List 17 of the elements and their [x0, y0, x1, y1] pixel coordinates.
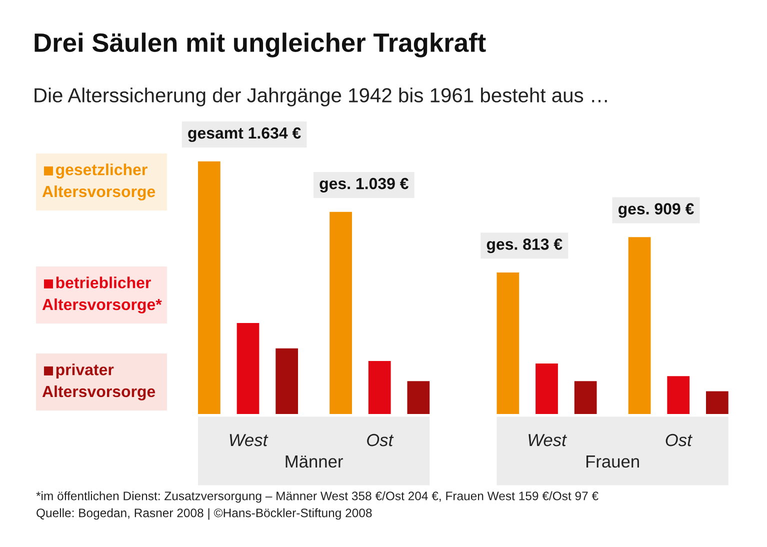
annotation: ges. 909 €	[618, 203, 694, 218]
legend-label: privater Altersvorsorge	[42, 364, 156, 400]
legend-label: gesetzlicher Altersvorsorge	[42, 164, 156, 200]
annotation: ges. 813 €	[486, 238, 562, 254]
annotation: ges. 1.039 €	[320, 178, 408, 192]
text: Frauen	[586, 456, 639, 468]
text: gesamt 1.634 €	[188, 127, 301, 142]
legend-label: betrieblicher Altersvorsorge*	[42, 276, 162, 314]
x-tick-label: Ost	[666, 434, 692, 446]
chart-title: Drei Säulen mit ungleicher Tragkraft	[34, 32, 486, 58]
x-tick-label: Ost	[367, 434, 394, 446]
chart-subtitle: Die Alterssicherung der Jahrgänge 1942 bis 1961 besteht aus …	[34, 88, 607, 106]
text: Männer	[286, 456, 343, 468]
text: *im öffentlichen Dienst: Zusatzversorgung – Männer West 358 €/Ost 204 €, Frauen West 159 €/Ost 97 €	[36, 491, 598, 503]
x-tick-label: West	[528, 434, 567, 446]
x-tick-label: West	[230, 434, 268, 446]
source-note: Quelle: Bogedan, Rasner 2008 | ©Hans-Böckler-Stiftung 2008	[36, 508, 372, 520]
